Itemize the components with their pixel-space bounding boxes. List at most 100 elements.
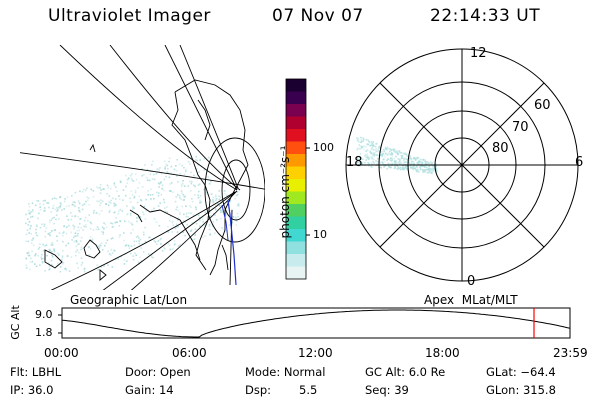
- emission-dot: [78, 209, 81, 212]
- colorbar-swatch: [286, 129, 306, 142]
- emission-dot: [113, 212, 115, 214]
- emission-dot: [168, 160, 170, 163]
- emission-dot: [126, 182, 128, 184]
- emission-dot: [35, 265, 38, 268]
- polar-emission-dot: [356, 137, 358, 139]
- emission-dot: [179, 196, 181, 199]
- emission-dot: [52, 207, 54, 210]
- emission-dot: [129, 252, 132, 255]
- emission-dot: [195, 155, 198, 158]
- emission-dot: [35, 228, 37, 231]
- emission-dot: [153, 197, 155, 200]
- emission-dot: [142, 251, 145, 253]
- emission-dot: [51, 230, 53, 232]
- emission-dot: [78, 222, 81, 225]
- emission-dot: [75, 251, 77, 253]
- emission-dot: [177, 225, 179, 228]
- polar-emission-dot: [364, 153, 367, 156]
- emission-dot: [118, 195, 120, 197]
- emission-dot: [197, 197, 200, 199]
- emission-dot: [79, 240, 82, 242]
- polar-emission-dot: [375, 143, 377, 145]
- emission-dot: [104, 244, 106, 247]
- emission-dot: [177, 209, 179, 211]
- polar-emission-dot: [418, 170, 420, 173]
- emission-dot: [70, 212, 72, 214]
- polar-emission-dot: [358, 144, 360, 146]
- polar-emission-dot: [428, 165, 430, 167]
- emission-dot: [107, 186, 110, 189]
- polar-emission-dot: [387, 147, 390, 150]
- emission-dot: [56, 235, 58, 238]
- emission-dot: [210, 193, 213, 195]
- emission-dot: [110, 254, 112, 256]
- gc-alt-label: GC Alt: 6.0 Re: [365, 365, 446, 379]
- emission-dot: [170, 182, 173, 184]
- polar-emission-dot: [410, 163, 413, 165]
- emission-dot: [83, 270, 86, 273]
- emission-dot: [149, 236, 151, 239]
- emission-dot: [198, 183, 201, 185]
- emission-dot: [80, 236, 83, 239]
- emission-dot: [51, 254, 53, 257]
- polar-emission-dot: [421, 163, 423, 165]
- polar-emission-dot: [370, 144, 373, 146]
- emission-dot: [160, 243, 162, 245]
- emission-dot: [129, 197, 131, 200]
- emission-dot: [199, 199, 201, 202]
- polar-emission-dot: [434, 163, 437, 165]
- emission-dot: [42, 200, 45, 202]
- emission-dot: [86, 196, 88, 199]
- emission-dot: [189, 180, 191, 183]
- polar-emission-dot: [371, 146, 374, 149]
- geo-panel-label: Geographic Lat/Lon: [70, 293, 188, 307]
- emission-dot: [107, 204, 110, 207]
- emission-dot: [90, 222, 93, 225]
- emission-dot: [114, 221, 116, 224]
- emission-dot: [168, 172, 170, 175]
- emission-dot: [195, 206, 197, 208]
- emission-dot: [195, 168, 198, 170]
- emission-dot: [191, 200, 194, 203]
- emission-dot: [132, 258, 135, 261]
- emission-dot: [61, 254, 64, 257]
- polar-emission-dot: [431, 172, 433, 175]
- emission-dot: [71, 215, 73, 217]
- emission-dot: [185, 205, 187, 207]
- emission-dot: [56, 208, 59, 211]
- emission-dot: [181, 182, 184, 185]
- emission-dot: [110, 222, 112, 224]
- polar-emission-dot: [369, 151, 371, 153]
- polar-emission-dot: [424, 162, 427, 164]
- emission-dot: [157, 192, 160, 194]
- emission-dot: [130, 222, 132, 224]
- polar-emission-dot: [376, 154, 379, 157]
- coastlines: [44, 79, 249, 281]
- emission-dot: [28, 205, 31, 208]
- polar-emission-dot: [415, 168, 417, 171]
- emission-dot: [134, 189, 137, 192]
- emission-dot: [75, 240, 77, 242]
- polar-emission-dot: [416, 158, 418, 160]
- polar-emission-dot: [386, 159, 388, 162]
- emission-dot: [232, 216, 235, 218]
- emission-dot: [60, 204, 62, 206]
- polar-emission-dot: [412, 165, 414, 168]
- emission-dot: [191, 197, 193, 200]
- emission-dot: [137, 187, 139, 189]
- polar-emission-dot: [360, 136, 362, 139]
- emission-dot: [238, 205, 240, 207]
- emission-dot: [130, 174, 132, 177]
- emission-dot: [96, 226, 99, 228]
- polar-emission-dot: [381, 161, 384, 164]
- emission-dot: [147, 179, 149, 182]
- emission-dot: [144, 164, 146, 166]
- emission-dot: [187, 157, 189, 159]
- emission-dot: [100, 231, 103, 233]
- polar-emission-dot: [374, 151, 376, 154]
- polar-emission-dot: [375, 147, 377, 150]
- polar-emission-dot: [405, 165, 407, 167]
- polar-emission-dot: [374, 149, 377, 152]
- emission-dot: [211, 225, 214, 227]
- emission-dot: [173, 168, 176, 171]
